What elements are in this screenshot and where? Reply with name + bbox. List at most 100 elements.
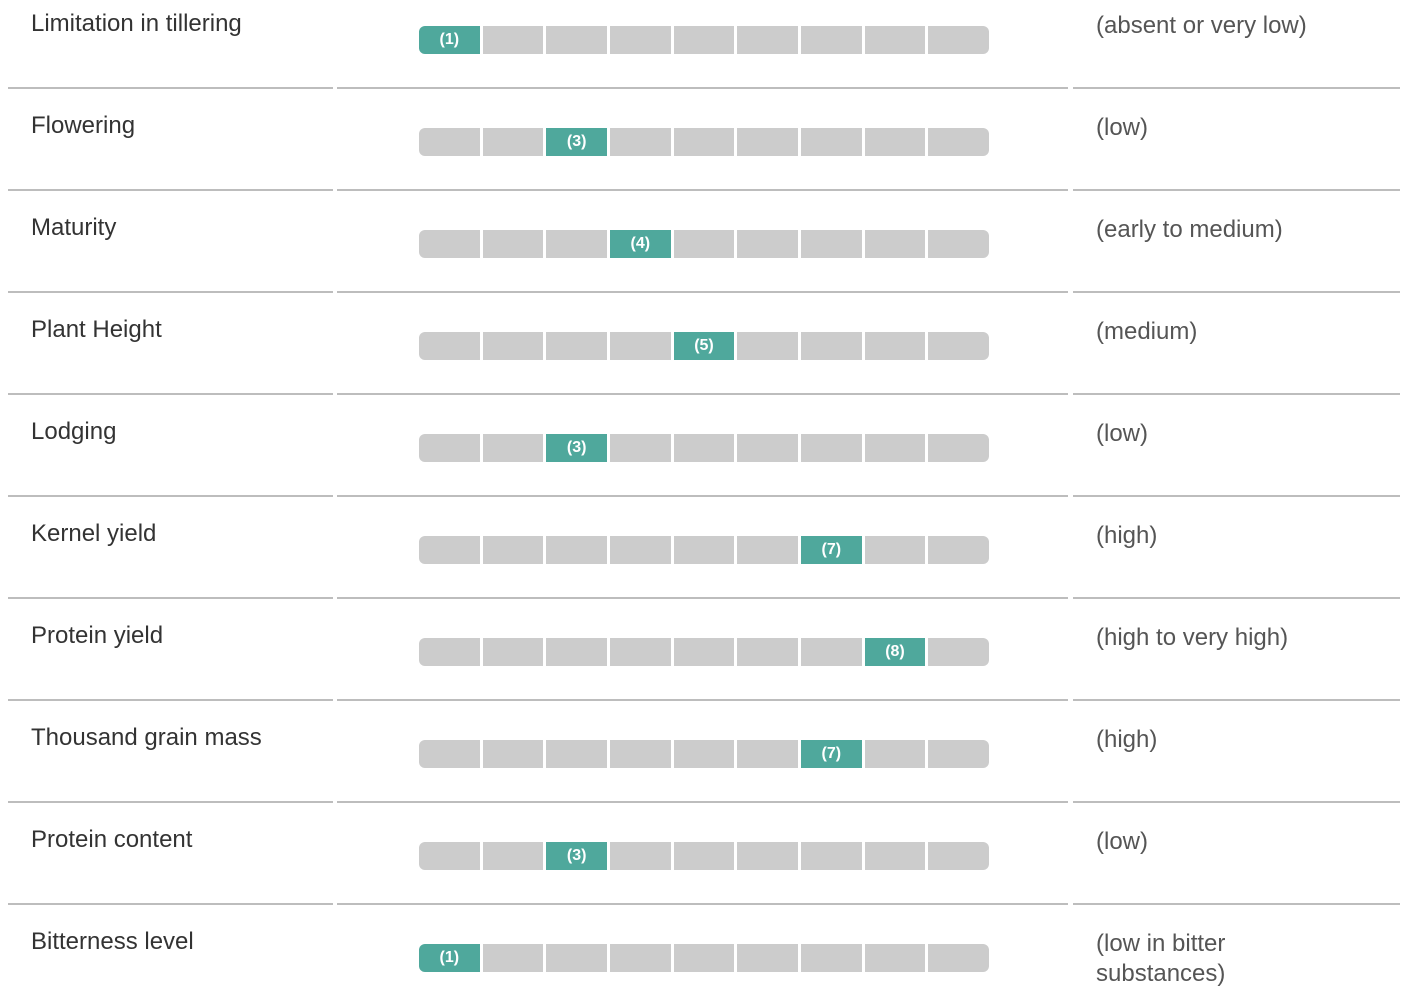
row-separator bbox=[8, 597, 333, 599]
row-separator bbox=[1073, 189, 1400, 191]
row-separator bbox=[1073, 597, 1400, 599]
scale-segment bbox=[928, 434, 989, 462]
scale-segment bbox=[801, 842, 862, 870]
scale-segment bbox=[610, 638, 671, 666]
scale-segment bbox=[928, 638, 989, 666]
scale-segment bbox=[419, 128, 480, 156]
row-separator bbox=[8, 393, 333, 395]
scale-segment bbox=[482, 944, 544, 972]
scale-segment bbox=[419, 740, 480, 768]
scale-segment bbox=[928, 944, 989, 972]
row-separator bbox=[337, 903, 1068, 905]
scale-segment bbox=[482, 26, 544, 54]
scale-segment bbox=[928, 26, 989, 54]
scale-segment bbox=[482, 638, 544, 666]
trait-label: Maturity bbox=[31, 214, 117, 241]
scale-segment bbox=[928, 230, 989, 258]
scale-segment bbox=[419, 536, 480, 564]
scale-segment bbox=[673, 434, 735, 462]
description: (absent or very low) bbox=[1096, 12, 1307, 39]
scale-segment bbox=[610, 128, 671, 156]
scale-segment bbox=[419, 638, 480, 666]
scale-segment bbox=[673, 944, 735, 972]
row-separator bbox=[1073, 903, 1400, 905]
row-separator bbox=[1073, 87, 1400, 89]
trait-label: Flowering bbox=[31, 112, 136, 139]
description: (early to medium) bbox=[1096, 216, 1283, 243]
score-segment: (3) bbox=[546, 434, 607, 462]
scale-segment bbox=[673, 128, 735, 156]
scale-segment bbox=[864, 740, 926, 768]
description: (low) bbox=[1096, 828, 1148, 855]
score-segment: (7) bbox=[801, 740, 862, 768]
scale-segment bbox=[737, 842, 798, 870]
row-separator bbox=[1073, 699, 1400, 701]
row-separator bbox=[337, 189, 1068, 191]
scale-segment bbox=[546, 740, 607, 768]
scale-segment bbox=[546, 332, 607, 360]
trait-label: Thousand grain mass bbox=[31, 724, 262, 751]
scale-segment bbox=[482, 230, 544, 258]
scale-segment bbox=[737, 740, 798, 768]
score-segment: (3) bbox=[546, 128, 607, 156]
scale-segment bbox=[419, 434, 480, 462]
scale-segment bbox=[610, 332, 671, 360]
scale-segment bbox=[673, 842, 735, 870]
scale-segment bbox=[928, 536, 989, 564]
scale-segment bbox=[546, 638, 607, 666]
row-separator bbox=[1073, 393, 1400, 395]
scale-segment bbox=[801, 128, 862, 156]
scale-segment bbox=[864, 536, 926, 564]
scale-segment bbox=[801, 26, 862, 54]
scale-segment bbox=[673, 26, 735, 54]
scale-segment bbox=[546, 26, 607, 54]
description: (high to very high) bbox=[1096, 624, 1289, 651]
trait-label: Limitation in tillering bbox=[31, 10, 242, 37]
trait-label: Protein yield bbox=[31, 622, 164, 649]
row-separator bbox=[8, 699, 333, 701]
scale-segment bbox=[482, 536, 544, 564]
scale-segment bbox=[801, 332, 862, 360]
row-separator bbox=[1073, 495, 1400, 497]
row-separator bbox=[337, 699, 1068, 701]
scale-segment bbox=[737, 638, 798, 666]
scale-segment bbox=[737, 944, 798, 972]
row-separator bbox=[337, 597, 1068, 599]
score-segment: (1) bbox=[419, 26, 480, 54]
scale-segment bbox=[610, 536, 671, 564]
scale-segment bbox=[864, 230, 926, 258]
score-segment: (4) bbox=[610, 230, 671, 258]
trait-label: Protein content bbox=[31, 826, 193, 853]
trait-label: Kernel yield bbox=[31, 520, 157, 547]
scale-segment bbox=[610, 26, 671, 54]
scale-segment bbox=[928, 128, 989, 156]
row-separator bbox=[8, 903, 333, 905]
score-segment: (1) bbox=[419, 944, 480, 972]
row-separator bbox=[337, 393, 1068, 395]
scale-segment bbox=[864, 128, 926, 156]
row-separator bbox=[8, 87, 333, 89]
scale-segment bbox=[546, 230, 607, 258]
row-separator bbox=[337, 87, 1068, 89]
row-separator bbox=[8, 189, 333, 191]
description: (high) bbox=[1096, 522, 1158, 549]
scale-segment bbox=[737, 434, 798, 462]
scale-segment bbox=[864, 26, 926, 54]
scale-segment bbox=[419, 230, 480, 258]
scale-segment bbox=[419, 842, 480, 870]
row-separator bbox=[8, 801, 333, 803]
row-separator bbox=[8, 495, 333, 497]
description: (low) bbox=[1096, 420, 1148, 447]
row-separator bbox=[1073, 801, 1400, 803]
scale-segment bbox=[482, 740, 544, 768]
scale-segment bbox=[673, 740, 735, 768]
scale-segment bbox=[482, 434, 544, 462]
scale-segment bbox=[928, 842, 989, 870]
scale-segment bbox=[864, 842, 926, 870]
scale-segment bbox=[419, 332, 480, 360]
score-segment: (3) bbox=[546, 842, 607, 870]
row-separator bbox=[8, 291, 333, 293]
scale-segment bbox=[610, 944, 671, 972]
scale-segment bbox=[673, 536, 735, 564]
